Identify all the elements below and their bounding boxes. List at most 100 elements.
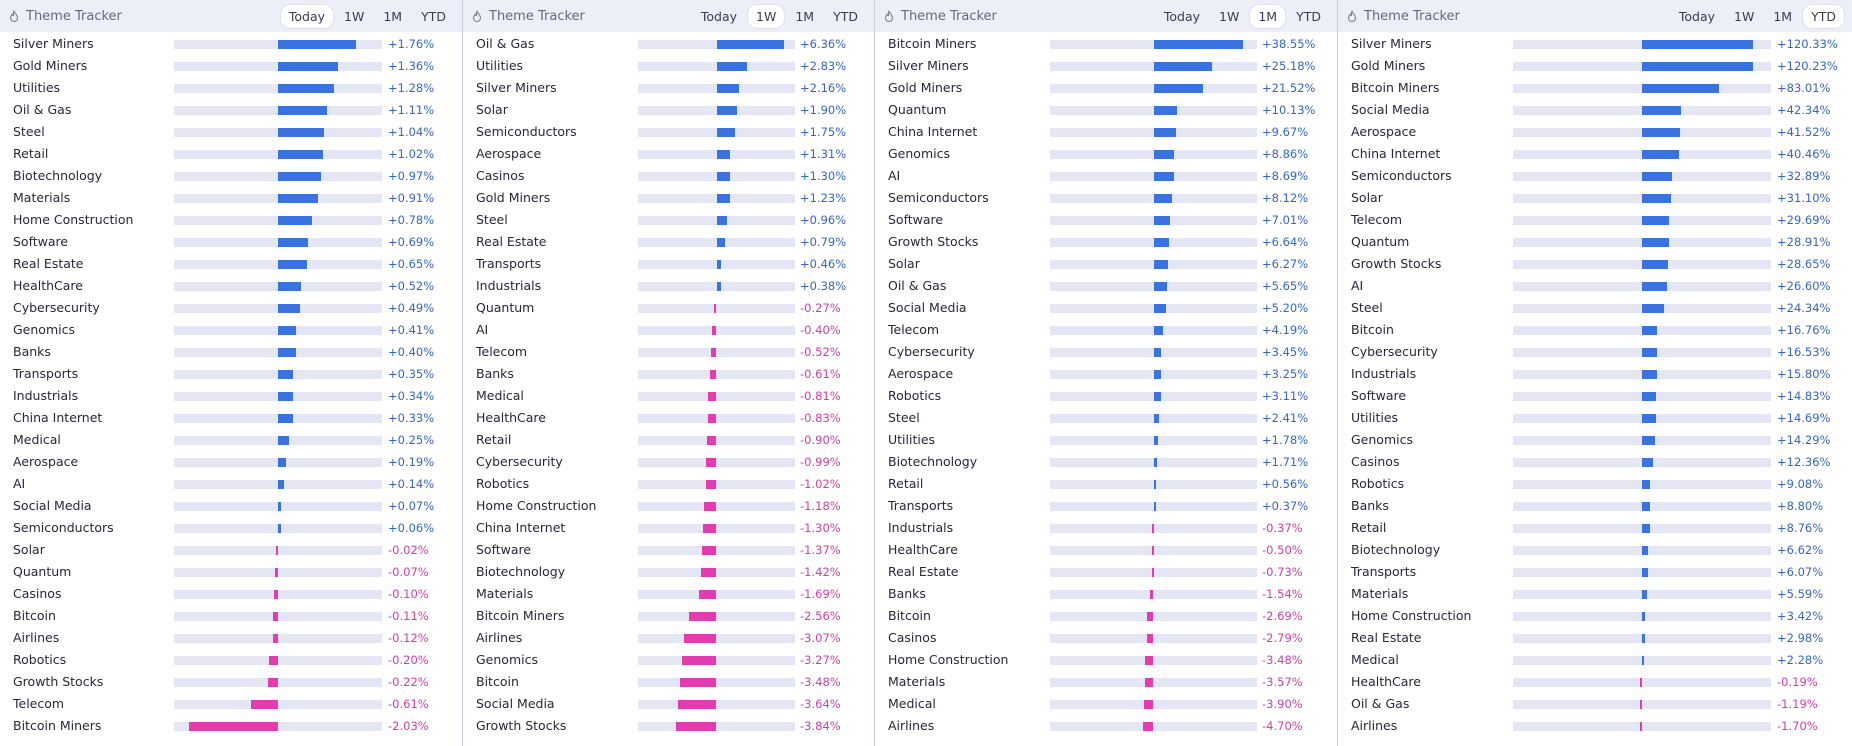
theme-row[interactable]: Utilities +1.78% — [875, 429, 1337, 451]
theme-row[interactable]: Semiconductors +8.12% — [875, 187, 1337, 209]
tab-ytd[interactable]: YTD — [421, 8, 446, 24]
theme-row[interactable]: Materials -3.57% — [875, 671, 1337, 693]
theme-row[interactable]: Real Estate +0.65% — [0, 253, 462, 275]
theme-row[interactable]: AI +26.60% — [1338, 275, 1852, 297]
theme-row[interactable]: Casinos -2.79% — [875, 627, 1337, 649]
theme-row[interactable]: HealthCare -0.50% — [875, 539, 1337, 561]
tab-ytd[interactable]: YTD — [833, 8, 858, 24]
theme-row[interactable]: Growth Stocks -0.22% — [0, 671, 462, 693]
theme-row[interactable]: Home Construction +3.42% — [1338, 605, 1852, 627]
tab-1m[interactable]: 1M — [383, 8, 403, 24]
theme-row[interactable]: Software -1.37% — [463, 539, 874, 561]
theme-row[interactable]: Home Construction -3.48% — [875, 649, 1337, 671]
theme-row[interactable]: Airlines -3.07% — [463, 627, 874, 649]
theme-row[interactable]: Silver Miners +25.18% — [875, 55, 1337, 77]
theme-row[interactable]: Banks +8.80% — [1338, 495, 1852, 517]
theme-row[interactable]: Oil & Gas -1.19% — [1338, 693, 1852, 715]
theme-row[interactable]: China Internet +9.67% — [875, 121, 1337, 143]
theme-row[interactable]: Industrials -0.37% — [875, 517, 1337, 539]
theme-row[interactable]: Bitcoin Miners -2.03% — [0, 715, 462, 737]
tab-today[interactable]: Today — [1678, 8, 1716, 24]
theme-row[interactable]: Airlines -0.12% — [0, 627, 462, 649]
theme-row[interactable]: Bitcoin -2.69% — [875, 605, 1337, 627]
theme-row[interactable]: Cybersecurity +0.49% — [0, 297, 462, 319]
theme-row[interactable]: Telecom +4.19% — [875, 319, 1337, 341]
theme-row[interactable]: AI +0.14% — [0, 473, 462, 495]
theme-row[interactable]: Airlines -1.70% — [1338, 715, 1852, 737]
theme-row[interactable]: Biotechnology -1.42% — [463, 561, 874, 583]
theme-row[interactable]: Social Media -3.64% — [463, 693, 874, 715]
theme-row[interactable]: Bitcoin Miners +83.01% — [1338, 77, 1852, 99]
theme-row[interactable]: Utilities +14.69% — [1338, 407, 1852, 429]
theme-row[interactable]: Utilities +2.83% — [463, 55, 874, 77]
theme-row[interactable]: Bitcoin Miners -2.56% — [463, 605, 874, 627]
tab-1w[interactable]: 1W — [1734, 8, 1755, 24]
theme-row[interactable]: Home Construction +0.78% — [0, 209, 462, 231]
theme-row[interactable]: China Internet +40.46% — [1338, 143, 1852, 165]
theme-row[interactable]: Semiconductors +1.75% — [463, 121, 874, 143]
theme-row[interactable]: Bitcoin -3.48% — [463, 671, 874, 693]
theme-row[interactable]: Quantum -0.27% — [463, 297, 874, 319]
theme-row[interactable]: Oil & Gas +1.11% — [0, 99, 462, 121]
theme-row[interactable]: Medical +2.28% — [1338, 649, 1852, 671]
theme-row[interactable]: Airlines -4.70% — [875, 715, 1337, 737]
tab-1m[interactable]: 1M — [795, 8, 815, 24]
theme-row[interactable]: Transports +0.37% — [875, 495, 1337, 517]
theme-row[interactable]: Solar +6.27% — [875, 253, 1337, 275]
theme-row[interactable]: Gold Miners +1.36% — [0, 55, 462, 77]
theme-row[interactable]: Solar +1.90% — [463, 99, 874, 121]
theme-row[interactable]: Medical -3.90% — [875, 693, 1337, 715]
theme-row[interactable]: Bitcoin +16.76% — [1338, 319, 1852, 341]
tab-1m[interactable]: 1M — [1250, 4, 1286, 28]
theme-row[interactable]: Software +14.83% — [1338, 385, 1852, 407]
theme-row[interactable]: Utilities +1.28% — [0, 77, 462, 99]
theme-row[interactable]: China Internet -1.30% — [463, 517, 874, 539]
theme-row[interactable]: Social Media +42.34% — [1338, 99, 1852, 121]
tab-ytd[interactable]: YTD — [1803, 4, 1844, 28]
tab-1m[interactable]: 1M — [1773, 8, 1793, 24]
theme-row[interactable]: Biotechnology +6.62% — [1338, 539, 1852, 561]
theme-row[interactable]: Steel +1.04% — [0, 121, 462, 143]
theme-row[interactable]: Robotics -1.02% — [463, 473, 874, 495]
tab-1w[interactable]: 1W — [344, 8, 365, 24]
theme-row[interactable]: Quantum -0.07% — [0, 561, 462, 583]
theme-row[interactable]: Banks -0.61% — [463, 363, 874, 385]
theme-row[interactable]: Industrials +0.34% — [0, 385, 462, 407]
theme-row[interactable]: Solar -0.02% — [0, 539, 462, 561]
theme-row[interactable]: AI +8.69% — [875, 165, 1337, 187]
theme-row[interactable]: Bitcoin Miners +38.55% — [875, 33, 1337, 55]
theme-row[interactable]: Growth Stocks +6.64% — [875, 231, 1337, 253]
theme-row[interactable]: Telecom +29.69% — [1338, 209, 1852, 231]
theme-row[interactable]: Steel +2.41% — [875, 407, 1337, 429]
theme-row[interactable]: Telecom -0.52% — [463, 341, 874, 363]
theme-row[interactable]: Silver Miners +1.76% — [0, 33, 462, 55]
theme-row[interactable]: Real Estate -0.73% — [875, 561, 1337, 583]
theme-row[interactable]: Materials -1.69% — [463, 583, 874, 605]
theme-row[interactable]: Aerospace +41.52% — [1338, 121, 1852, 143]
theme-row[interactable]: Medical -0.81% — [463, 385, 874, 407]
theme-row[interactable]: Silver Miners +2.16% — [463, 77, 874, 99]
theme-row[interactable]: Solar +31.10% — [1338, 187, 1852, 209]
theme-row[interactable]: HealthCare +0.52% — [0, 275, 462, 297]
theme-row[interactable]: Oil & Gas +5.65% — [875, 275, 1337, 297]
theme-row[interactable]: Bitcoin -0.11% — [0, 605, 462, 627]
theme-row[interactable]: HealthCare -0.83% — [463, 407, 874, 429]
theme-row[interactable]: Telecom -0.61% — [0, 693, 462, 715]
theme-row[interactable]: Real Estate +2.98% — [1338, 627, 1852, 649]
theme-row[interactable]: Gold Miners +120.23% — [1338, 55, 1852, 77]
theme-row[interactable]: Social Media +0.07% — [0, 495, 462, 517]
theme-row[interactable]: Genomics -3.27% — [463, 649, 874, 671]
theme-row[interactable]: Transports +0.35% — [0, 363, 462, 385]
theme-row[interactable]: Aerospace +3.25% — [875, 363, 1337, 385]
theme-row[interactable]: Retail +1.02% — [0, 143, 462, 165]
theme-row[interactable]: AI -0.40% — [463, 319, 874, 341]
theme-row[interactable]: Genomics +0.41% — [0, 319, 462, 341]
theme-row[interactable]: Casinos +1.30% — [463, 165, 874, 187]
theme-row[interactable]: Growth Stocks -3.84% — [463, 715, 874, 737]
tab-1w[interactable]: 1W — [1219, 8, 1240, 24]
theme-row[interactable]: Banks -1.54% — [875, 583, 1337, 605]
theme-row[interactable]: Industrials +0.38% — [463, 275, 874, 297]
theme-row[interactable]: Aerospace +0.19% — [0, 451, 462, 473]
tab-today[interactable]: Today — [700, 8, 738, 24]
theme-row[interactable]: Cybersecurity +16.53% — [1338, 341, 1852, 363]
